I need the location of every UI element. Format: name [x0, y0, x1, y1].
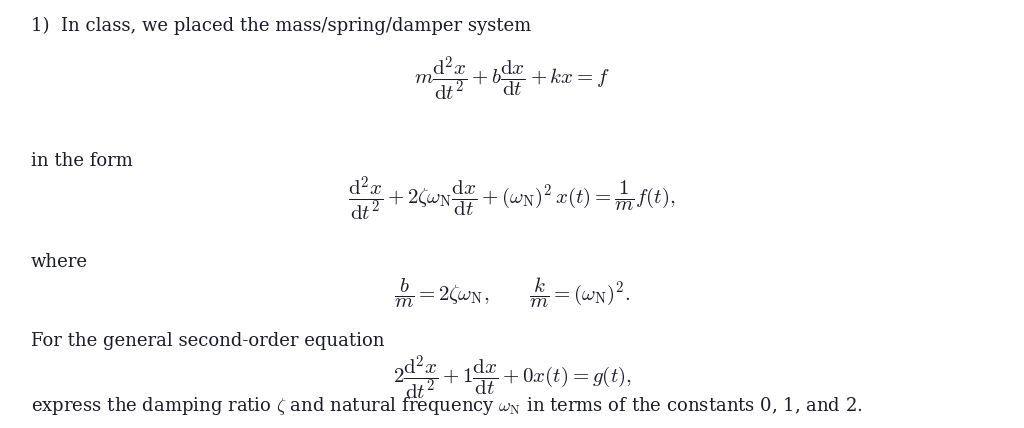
Text: where: where	[31, 253, 88, 270]
Text: $\dfrac{\mathrm{d}^2x}{\mathrm{d}t^2} + 2\zeta\omega_\mathrm{N}\dfrac{\mathrm{d}: $\dfrac{\mathrm{d}^2x}{\mathrm{d}t^2} + …	[348, 175, 676, 223]
Text: express the damping ratio $\zeta$ and natural frequency $\omega_\mathrm{N}$ in t: express the damping ratio $\zeta$ and na…	[31, 395, 862, 417]
Text: in the form: in the form	[31, 152, 132, 170]
Text: $m\dfrac{\mathrm{d}^2x}{\mathrm{d}t^2} + b\dfrac{\mathrm{d}x}{\mathrm{d}t} + kx : $m\dfrac{\mathrm{d}^2x}{\mathrm{d}t^2} +…	[414, 55, 610, 104]
Text: For the general second-order equation: For the general second-order equation	[31, 332, 384, 350]
Text: $2\dfrac{\mathrm{d}^2x}{\mathrm{d}t^2} + 1\dfrac{\mathrm{d}x}{\mathrm{d}t} + 0x(: $2\dfrac{\mathrm{d}^2x}{\mathrm{d}t^2} +…	[392, 353, 632, 402]
Text: $\dfrac{b}{m} = 2\zeta\omega_\mathrm{N}, \qquad \dfrac{k}{m} = (\omega_\mathrm{N: $\dfrac{b}{m} = 2\zeta\omega_\mathrm{N},…	[394, 276, 630, 310]
Text: 1)  In class, we placed the mass/spring/damper system: 1) In class, we placed the mass/spring/d…	[31, 17, 531, 36]
